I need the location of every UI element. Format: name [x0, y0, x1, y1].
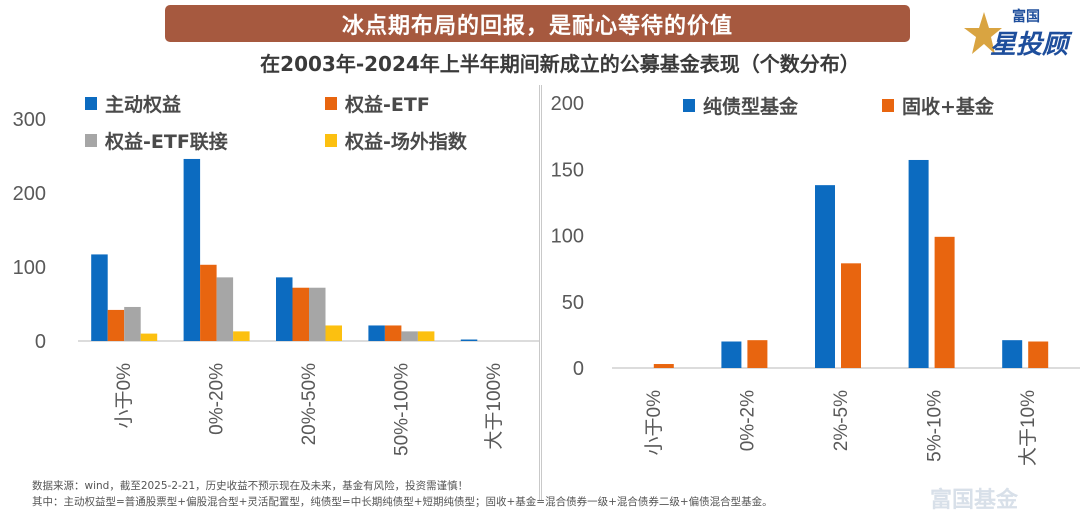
bar: [721, 341, 742, 368]
x-category-label: 小于0%: [113, 363, 135, 429]
y-tick-label: 0: [35, 331, 46, 353]
footnote-definitions: 其中：主动权益型=普通股票型+偏股混合型+灵活配置型，纯债型=中长期纯债型+短期…: [32, 496, 773, 508]
legend-label: 权益-ETF联接: [104, 130, 228, 153]
bar: [368, 325, 385, 341]
legend-swatch: [882, 99, 894, 112]
bar: [1002, 340, 1023, 368]
bar: [309, 287, 326, 341]
watermark-text: 富国基金: [930, 488, 1019, 513]
panel-divider: [539, 85, 542, 500]
x-category-label: 50%-100%: [391, 363, 412, 456]
legend-label: 主动权益: [105, 93, 181, 116]
bar: [216, 277, 234, 341]
x-category-label: 0%-2%: [737, 390, 758, 451]
y-tick-label: 150: [551, 159, 584, 181]
bar: [460, 339, 478, 341]
title-banner: 冰点期布局的回报，是耐心等待的价值: [165, 5, 910, 42]
legend-swatch: [85, 97, 97, 110]
left-bar-chart: 0 100 200 300 小于0% 0%-20% 20%-50% 50%-100% 大于100…: [13, 93, 540, 456]
bar: [908, 159, 929, 368]
bar: [747, 340, 768, 368]
bar: [276, 277, 293, 341]
x-category-label: 5%-10%: [925, 390, 946, 462]
legend-swatch: [683, 99, 695, 112]
legend-label: 权益-ETF: [344, 93, 430, 116]
brand-logo: 富国 星投顾: [960, 4, 1075, 62]
x-category-label: 0%-20%: [207, 363, 228, 435]
y-tick-label: 100: [551, 226, 584, 248]
x-category-label: 大于100%: [483, 363, 505, 450]
chart-subtitle: 在2003年-2024年上半年期间新成立的公募基金表现（个数分布）: [260, 52, 860, 76]
bar: [325, 325, 342, 341]
x-category-label: 大于10%: [1017, 390, 1039, 466]
bar: [653, 364, 674, 368]
right-bar-chart: 0 50 100 150 200 小于0% 0%-2% 2%-5% 5%-10% 大于10% 纯债型…: [551, 93, 1080, 466]
bar: [815, 185, 835, 368]
legend-swatch: [85, 134, 97, 147]
y-tick-label: 50: [562, 292, 584, 314]
y-tick-label: 100: [13, 257, 46, 279]
legend-swatch: [325, 97, 337, 110]
bar: [107, 309, 125, 341]
bar: [140, 333, 158, 341]
bar: [200, 264, 217, 341]
legend-label: 权益-场外指数: [344, 130, 468, 153]
x-category-label: 小于0%: [643, 390, 665, 456]
bar: [384, 325, 402, 341]
y-tick-label: 300: [13, 109, 46, 131]
legend-label: 纯债型基金: [703, 95, 799, 118]
bar: [124, 306, 141, 341]
x-category-label: 2%-5%: [831, 390, 852, 451]
logo-big-text: 星投顾: [990, 30, 1069, 60]
y-tick-label: 200: [13, 183, 46, 205]
y-tick-label: 200: [551, 93, 584, 115]
bar: [934, 236, 955, 368]
bar: [841, 263, 861, 368]
legend-swatch: [325, 134, 337, 147]
banner-title: 冰点期布局的回报，是耐心等待的价值: [341, 13, 733, 39]
logo-small-text: 富国: [1012, 9, 1040, 25]
bar: [292, 287, 309, 341]
footnote-source: 数据来源：wind，截至2025-2-21，历史收益不预示现在及未来，基金有风险…: [32, 480, 469, 492]
y-tick-label: 0: [573, 358, 584, 380]
bar: [417, 331, 435, 341]
legend-label: 固收+基金: [902, 95, 995, 118]
bar: [91, 254, 108, 341]
x-category-label: 20%-50%: [299, 363, 320, 445]
bar: [1028, 341, 1049, 368]
bar: [401, 331, 418, 341]
bar: [183, 158, 201, 341]
star-icon: [964, 12, 1002, 54]
bar: [233, 331, 250, 341]
